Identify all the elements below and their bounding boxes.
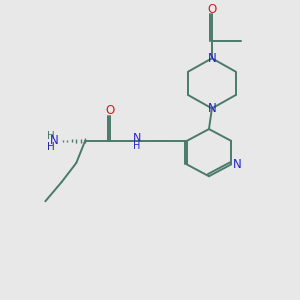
Text: H: H	[47, 130, 55, 140]
Text: H: H	[133, 141, 140, 151]
Text: N: N	[208, 52, 216, 65]
Text: O: O	[207, 2, 217, 16]
Text: O: O	[106, 104, 115, 117]
Text: N: N	[232, 158, 242, 171]
Text: H: H	[47, 142, 55, 152]
Text: N: N	[50, 134, 58, 147]
Text: N: N	[133, 133, 141, 143]
Text: N: N	[208, 102, 216, 115]
